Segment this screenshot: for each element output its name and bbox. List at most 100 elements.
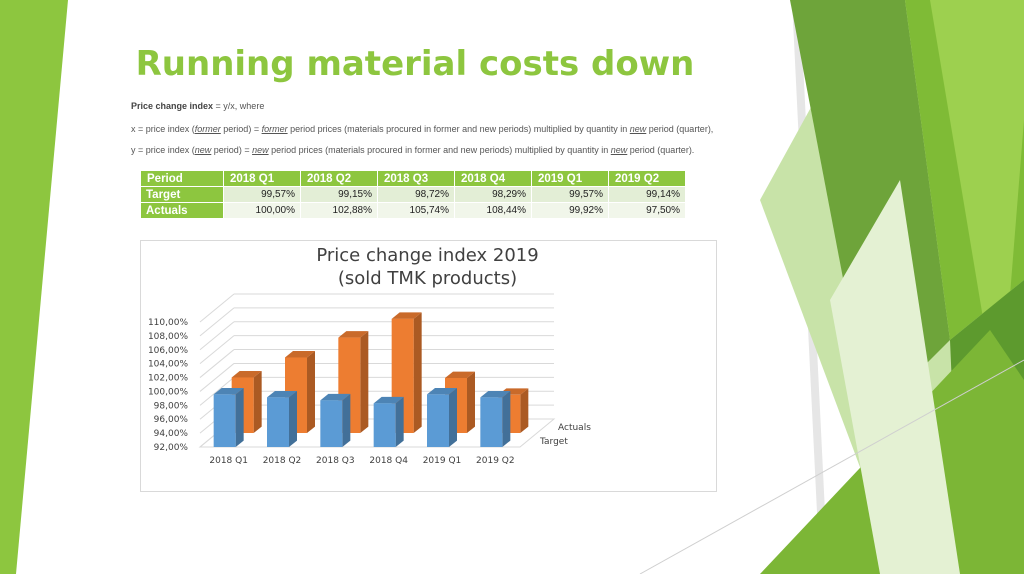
y-tick-label: 106,00% — [148, 346, 188, 356]
y-tick-label: 96,00% — [154, 415, 189, 425]
bar-top-actuals — [391, 312, 422, 319]
y-line-part: period (quarter). — [627, 145, 695, 155]
bar-top-target — [267, 390, 297, 398]
definition-formula: = y/x, where — [213, 101, 265, 111]
table-cell: 99,57% — [531, 186, 609, 203]
y-tick-label: 94,00% — [154, 429, 189, 439]
bar-target — [213, 394, 236, 447]
table-cell: 99,92% — [531, 202, 609, 219]
bar-target — [267, 397, 289, 447]
y-tick-label: 104,00% — [148, 360, 188, 370]
bar-target — [427, 394, 449, 447]
gridline — [199, 307, 235, 337]
x-tick-label: 2018 Q2 — [263, 456, 302, 466]
x-tick-label: 2018 Q3 — [316, 456, 355, 466]
table-cell: 99,14% — [608, 186, 686, 203]
bar-top-actuals — [285, 351, 315, 358]
chart-title-line2: (sold TMK products) — [337, 268, 518, 289]
row-label-actuals: Actuals — [140, 202, 224, 219]
bar-top-target — [480, 391, 511, 398]
y-tick-label: 92,00% — [154, 443, 189, 453]
bar-target — [320, 400, 343, 447]
table-cell: 98,29% — [454, 186, 532, 203]
gridline — [199, 335, 235, 365]
kpi-table: Period 2018 Q1 2018 Q2 2018 Q3 2018 Q4 2… — [140, 170, 686, 219]
bar-top-target — [427, 388, 457, 395]
kpi-header-cell: 2019 Q2 — [608, 170, 686, 187]
y-tick-label: 108,00% — [148, 332, 188, 342]
x-line-part: period) = — [220, 124, 262, 134]
x-line-new: new — [629, 124, 647, 134]
chart-title-line1: Price change index 2019 — [316, 245, 539, 266]
bar-top-actuals — [445, 371, 475, 378]
left-green-bar — [0, 0, 68, 574]
kpi-header-cell: Period — [140, 170, 224, 187]
bar-side-target — [449, 388, 457, 447]
bar-side-target — [342, 393, 351, 447]
definition-line: Price change index = y/x, where — [131, 101, 264, 111]
bar-top-actuals — [338, 331, 369, 338]
bar-side-actuals — [360, 331, 369, 433]
bar-side-target — [395, 396, 404, 447]
bar-top-target — [213, 388, 244, 395]
bar-side-actuals — [307, 351, 315, 433]
x-line-part: x = price index ( — [131, 124, 195, 134]
bar-top-target — [373, 396, 404, 404]
table-cell: 105,74% — [377, 202, 455, 219]
table-cell: 100,00% — [223, 202, 301, 219]
pale-green-shard — [830, 180, 960, 574]
y-tick-label: 98,00% — [154, 401, 189, 411]
y-line-part: y = price index ( — [131, 145, 195, 155]
kpi-header-cell: 2018 Q3 — [377, 170, 455, 187]
bar-side-target — [289, 390, 297, 447]
y-line-part: period) = — [211, 145, 253, 155]
bar-target — [373, 403, 396, 447]
slide-title: Running material costs down — [135, 44, 695, 84]
x-tick-label: 2018 Q1 — [209, 456, 248, 466]
bar-top-target — [320, 393, 351, 401]
y-line-part: period prices (materials procured in for… — [268, 145, 611, 155]
y-tick-label: 102,00% — [148, 374, 188, 384]
bar-top-actuals — [231, 371, 262, 378]
bar-side-target — [235, 388, 244, 447]
x-line-part: period prices (materials procured in for… — [287, 124, 630, 134]
definition-label: Price change index — [131, 101, 214, 111]
thin-diagonal-line — [639, 359, 1024, 574]
table-cell: 97,50% — [608, 202, 686, 219]
x-tick-label: 2018 Q4 — [369, 456, 408, 466]
y-tick-label: 100,00% — [148, 387, 188, 397]
table-cell: 102,88% — [300, 202, 378, 219]
series-label-target: Target — [539, 437, 568, 447]
gridline — [199, 293, 235, 323]
bar-side-actuals — [253, 371, 262, 433]
x-definition-line: x = price index (former period) = former… — [131, 124, 713, 134]
bar-side-actuals — [413, 312, 422, 433]
x-line-former: former — [261, 124, 288, 134]
bar-side-target — [502, 391, 511, 447]
y-definition-line: y = price index ( new period) = new perio… — [131, 145, 694, 155]
x-line-former: former — [194, 124, 221, 134]
x-tick-label: 2019 Q2 — [476, 456, 515, 466]
gridline — [199, 321, 235, 351]
y-line-new: new — [610, 145, 628, 155]
table-cell: 98,72% — [377, 186, 455, 203]
gridline — [199, 349, 235, 378]
kpi-header-cell: 2019 Q1 — [531, 170, 609, 187]
y-line-new: new — [252, 145, 269, 155]
kpi-header-cell: 2018 Q4 — [454, 170, 532, 187]
table-cell: 99,15% — [300, 186, 378, 203]
gridline — [199, 363, 235, 392]
table-row: Actuals 100,00% 102,88% 105,74% 108,44% … — [140, 202, 686, 219]
x-tick-label: 2019 Q1 — [423, 456, 462, 466]
bar-side-actuals — [520, 388, 529, 433]
x-line-part: period (quarter), — [646, 124, 714, 134]
kpi-header-row: Period 2018 Q1 2018 Q2 2018 Q3 2018 Q4 2… — [140, 170, 686, 187]
chart-frame — [140, 240, 717, 492]
gridline — [199, 376, 235, 406]
bar-target — [480, 397, 503, 447]
bar-side-actuals — [467, 371, 475, 433]
series-label-actuals: Actuals — [558, 423, 591, 433]
